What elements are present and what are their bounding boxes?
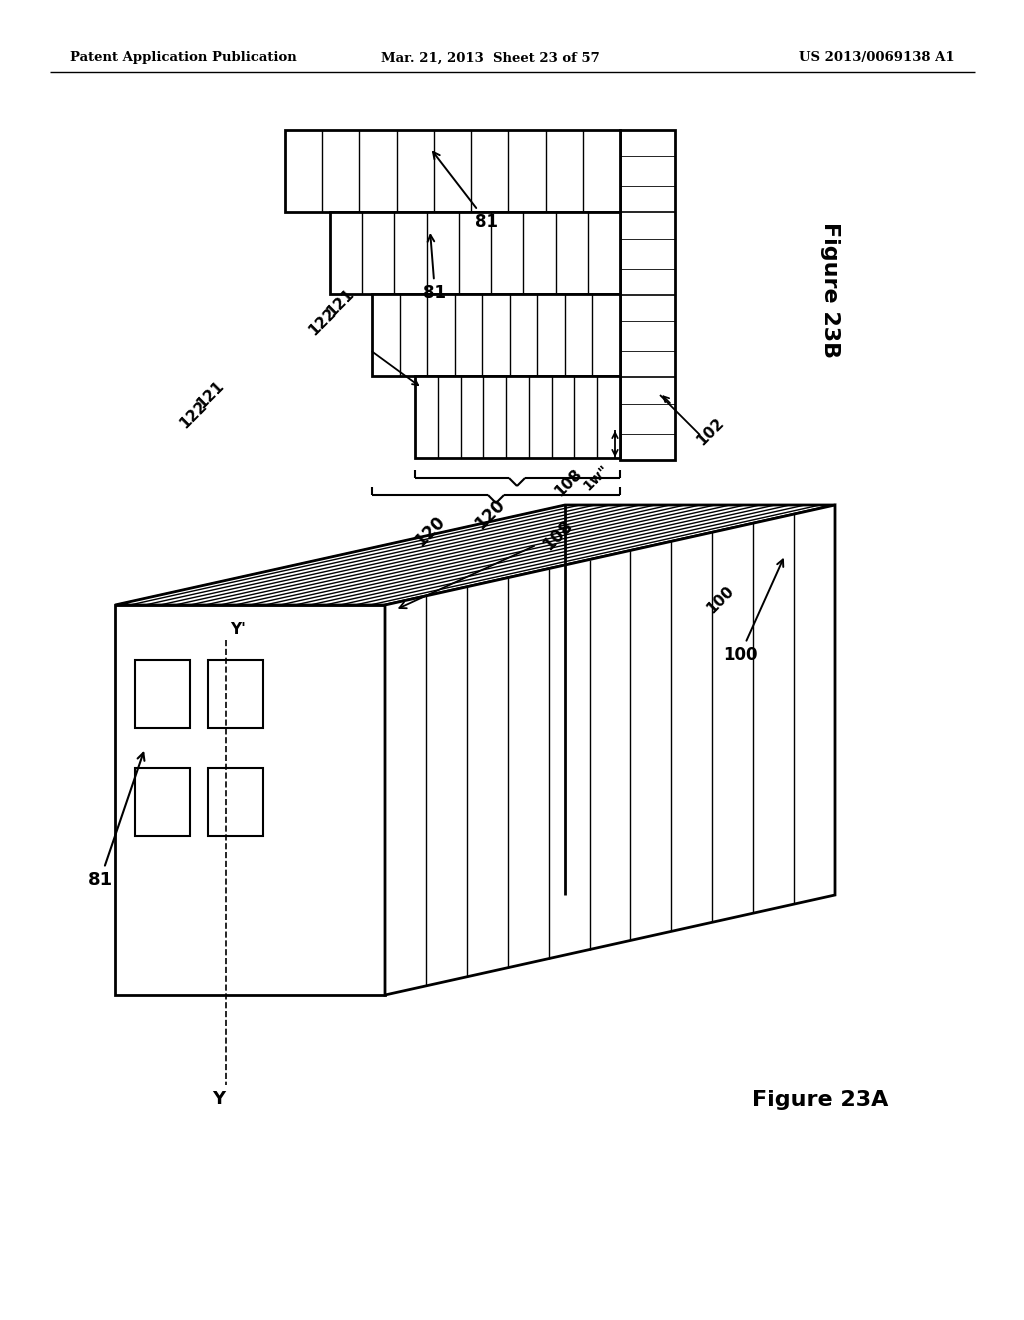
Bar <box>372 294 620 376</box>
Text: 121: 121 <box>194 379 226 412</box>
Text: 108: 108 <box>399 516 577 609</box>
Text: 81: 81 <box>87 752 144 888</box>
Text: 100: 100 <box>723 560 783 664</box>
Text: Patent Application Publication: Patent Application Publication <box>70 51 297 65</box>
Bar <box>135 660 190 729</box>
Polygon shape <box>385 506 835 995</box>
Text: 81: 81 <box>433 152 499 231</box>
Polygon shape <box>115 605 385 995</box>
Text: 120: 120 <box>412 513 449 550</box>
Text: Figure 23B: Figure 23B <box>820 222 840 358</box>
Bar <box>135 768 190 836</box>
Text: 1w": 1w" <box>581 462 611 494</box>
Text: 81: 81 <box>424 235 446 302</box>
Text: Figure 23A: Figure 23A <box>752 1090 888 1110</box>
Text: 108: 108 <box>552 466 585 499</box>
Text: Y': Y' <box>230 622 246 638</box>
Text: 121: 121 <box>324 286 356 319</box>
Bar <box>415 376 620 458</box>
Bar <box>285 129 620 213</box>
Text: US 2013/0069138 A1: US 2013/0069138 A1 <box>800 51 955 65</box>
Bar <box>208 768 263 836</box>
Text: 122: 122 <box>305 305 339 339</box>
Text: Mar. 21, 2013  Sheet 23 of 57: Mar. 21, 2013 Sheet 23 of 57 <box>381 51 599 65</box>
Text: Y: Y <box>212 1090 225 1107</box>
Text: 102: 102 <box>693 416 727 449</box>
Polygon shape <box>115 506 835 605</box>
Bar <box>208 660 263 729</box>
Bar <box>620 129 675 459</box>
Text: 120: 120 <box>471 496 509 533</box>
Text: 122: 122 <box>176 399 210 432</box>
Bar <box>330 213 620 294</box>
Text: 100: 100 <box>703 583 736 616</box>
